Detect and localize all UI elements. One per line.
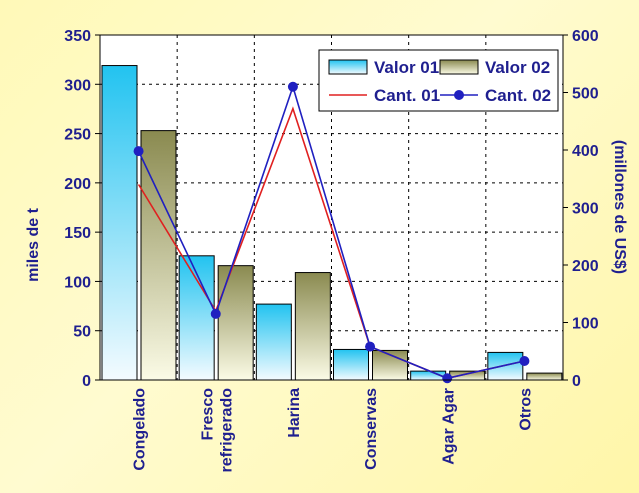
ytick-label: 350 [64, 28, 91, 45]
legend: Valor 01 Valor 02 Cant. 01 Cant. 02 [318, 49, 559, 112]
legend-swatch-valor02 [439, 59, 479, 75]
category-label: refrigerado [218, 388, 235, 473]
bar-1-3 [333, 348, 369, 381]
y2tick-label: 100 [572, 316, 599, 333]
category-labels: Congelado Fresco refrigerado Harina Conserva… [132, 388, 535, 473]
ytick-label: 200 [64, 176, 91, 193]
category-label: Otros [517, 388, 534, 431]
y2tick-label: 500 [572, 86, 599, 103]
legend-marker-cant02 [454, 90, 464, 100]
y-axis-title: miles de t [25, 207, 42, 281]
category-label: Conservas [363, 388, 380, 470]
y2tick-label: 400 [572, 143, 599, 160]
y2-axis-title: (millones de US$) [611, 140, 628, 274]
line-cant-02 [137, 84, 525, 380]
lines [133, 81, 530, 384]
category-label: Harina [286, 388, 303, 438]
y2tick-label: 300 [572, 201, 599, 218]
bar-2-0 [140, 130, 177, 381]
point-cant02-4 [442, 373, 453, 384]
ytick-label: 300 [64, 77, 91, 94]
bars [101, 65, 563, 381]
y2tick-label: 0 [572, 373, 581, 390]
bar-1-2 [255, 303, 292, 381]
ytick-label: 0 [82, 373, 91, 390]
bar-2-4 [449, 370, 486, 381]
ytick-label: 250 [64, 127, 91, 144]
ytick-label: 150 [64, 225, 91, 242]
point-cant02-0 [133, 146, 144, 157]
legend-swatch-valor01 [328, 59, 368, 75]
left-axis-ticks: 0 50 100 150 200 250 300 350 [64, 28, 100, 390]
bar-2-1 [217, 265, 254, 381]
bar-2-5 [526, 372, 563, 381]
ytick-label: 50 [73, 324, 91, 341]
category-label: Fresco [199, 388, 216, 441]
bar-1-0 [101, 65, 138, 381]
category-label: Congelado [132, 388, 149, 471]
point-cant02-5 [519, 356, 530, 367]
point-cant02-1 [210, 308, 221, 319]
legend-label-cant02: Cant. 02 [485, 86, 551, 105]
y2tick-label: 600 [572, 28, 599, 45]
legend-label-cant01: Cant. 01 [374, 86, 440, 105]
category-label: Agar Agar [440, 388, 457, 465]
ytick-label: 100 [64, 274, 91, 291]
right-axis-ticks: 0 100 200 300 400 500 600 [563, 28, 599, 390]
legend-label-valor02: Valor 02 [485, 58, 550, 77]
point-cant02-3 [365, 341, 376, 352]
point-cant02-2 [287, 81, 298, 92]
legend-label-valor01: Valor 01 [374, 58, 439, 77]
y2tick-label: 200 [572, 258, 599, 275]
bar-2-2 [294, 272, 331, 381]
bar-1-5 [487, 351, 524, 381]
